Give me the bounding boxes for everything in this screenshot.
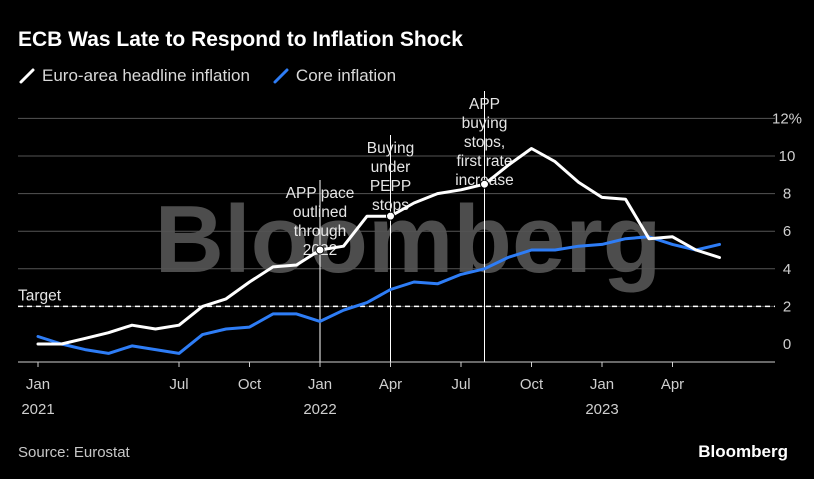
gridlines xyxy=(18,117,775,308)
annotation-marker xyxy=(480,179,489,189)
x-tick-label: Apr xyxy=(661,376,684,393)
legend-swatch-core-icon xyxy=(273,68,289,84)
series-line-core xyxy=(36,235,721,355)
annotation-text: APP paceoutlinedthrough2022 xyxy=(286,185,355,259)
annotation-marker xyxy=(315,245,325,255)
legend: Euro-area headline inflation Core inflat… xyxy=(18,66,418,86)
annotation-line-text: APP pace xyxy=(286,185,355,202)
target-label: Target xyxy=(18,287,62,304)
x-tick-year: 2022 xyxy=(303,401,336,418)
axes: 0 2 4 6 8 10 12% Jan 2021 Jul Oct Jan 2022 Apr Jul Oct J… xyxy=(18,110,802,418)
y-tick-label: 8 xyxy=(783,186,791,203)
x-tick-label: Apr xyxy=(379,376,402,393)
annotation-marker xyxy=(386,211,395,221)
annotation-line-text: outlined xyxy=(293,204,347,221)
annotation-line-text: buying xyxy=(462,115,508,132)
annotation-line-text: PEPP xyxy=(370,178,411,195)
x-tick-label: Jan xyxy=(590,376,614,393)
y-tick-label: 10 xyxy=(779,148,796,165)
legend-label-headline: Euro-area headline inflation xyxy=(42,66,250,85)
y-tick-label: 6 xyxy=(783,223,791,240)
y-tick-label: 12% xyxy=(772,110,802,127)
legend-swatch-headline-icon xyxy=(19,68,35,84)
watermark: Bloomberg xyxy=(155,186,662,293)
y-tick-label: 0 xyxy=(783,336,791,353)
x-tick-label: Jul xyxy=(169,376,188,393)
x-tick-year: 2023 xyxy=(585,401,618,418)
legend-label-core: Core inflation xyxy=(295,66,397,85)
y-tick-label: 4 xyxy=(783,261,791,278)
x-tick-label: Jul xyxy=(451,376,470,393)
chart-title: ECB Was Late to Respond to Inflation Sho… xyxy=(18,28,463,51)
legend-item-core: Core inflation xyxy=(272,66,396,86)
y-tick-label: 2 xyxy=(783,298,791,315)
x-tick-label: Oct xyxy=(238,376,262,393)
annotation-line-text: stops, xyxy=(464,134,505,151)
series-line-headline xyxy=(36,147,721,346)
x-tick-label: Jan xyxy=(26,376,50,393)
annotation-line-text: through xyxy=(294,223,347,240)
series xyxy=(36,147,721,355)
annotation-line-text: first rate xyxy=(457,153,513,170)
annotation-line-text: stops xyxy=(372,197,409,214)
annotation-line-text: under xyxy=(371,159,411,176)
source-note: Source: Eurostat xyxy=(18,444,130,461)
x-tick-year: 2021 xyxy=(21,401,54,418)
legend-item-headline: Euro-area headline inflation xyxy=(18,66,250,86)
x-tick-label: Oct xyxy=(520,376,544,393)
annotation-text: Buying under PEPP stops xyxy=(367,140,414,214)
brand-logo: Bloomberg xyxy=(698,442,788,461)
x-tick-label: Jan xyxy=(308,376,332,393)
annotation-line-text: Buying xyxy=(367,140,414,157)
annotation-line-text: APP xyxy=(469,96,500,113)
